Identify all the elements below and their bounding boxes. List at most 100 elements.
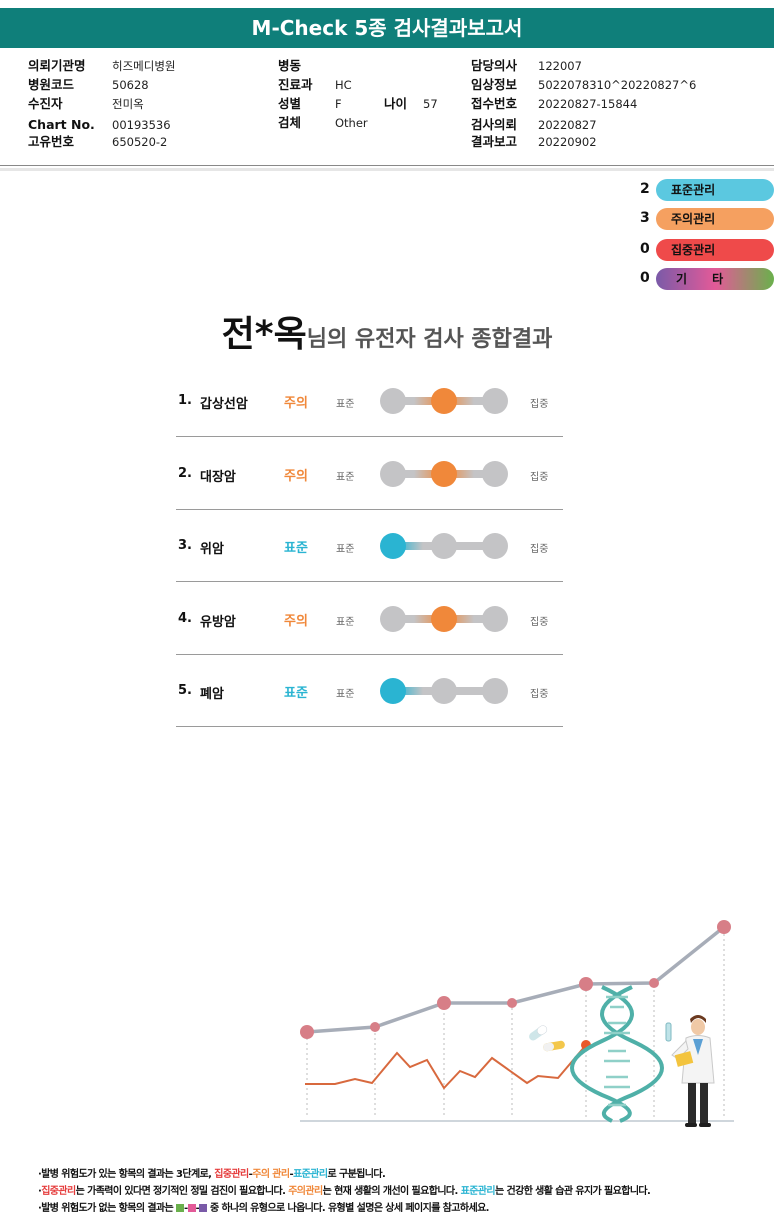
legend-focus-count: 0 — [640, 241, 650, 257]
result-status: 주의 — [284, 468, 308, 484]
info-value-report-date: 20220902 — [538, 135, 597, 149]
gauge-node — [431, 533, 457, 559]
info-label-hospital-code: 병원코드 — [28, 77, 75, 92]
info-value-hospital-code: 50628 — [112, 78, 149, 92]
chart-dna-doctor-illustration — [300, 920, 734, 1127]
result-status: 주의 — [284, 613, 308, 629]
gauge-node — [482, 605, 508, 632]
info-value-receipt-no: 20220827-15844 — [538, 97, 638, 111]
summary-title: 전*옥님의 유전자 검사 종합결과 — [0, 305, 774, 357]
footnote-text: 는 가족력이 있다면 정기적인 정밀 검진이 필요합니다. — [75, 1186, 289, 1197]
result-row: 1. 갑상선암 주의 표준 집중 — [176, 365, 563, 437]
risk-gauge — [380, 460, 508, 487]
risk-gauge — [380, 678, 508, 704]
info-label-report-date: 결과보고 — [471, 134, 518, 149]
gauge-node-active — [380, 533, 406, 559]
footnote-text: 는 현재 생활의 개선이 필요합니다. — [322, 1186, 461, 1197]
result-name: 대장암 — [200, 469, 236, 485]
footnote-focus-label: 집중관리 — [214, 1169, 249, 1180]
result-status: 표준 — [284, 686, 308, 701]
legend-focus-pill: 집중관리 — [656, 239, 774, 261]
info-value-request-date: 20220827 — [538, 118, 597, 132]
gauge-glow — [393, 687, 423, 695]
footnote-line-3: ·발병 위험도가 없는 항목의 결과는 -- 중 하나의 유형으로 나옵니다. … — [38, 1203, 489, 1214]
info-label-specimen: 검체 — [278, 115, 302, 130]
footnote-text: 로 구분됩니다. — [327, 1169, 386, 1180]
result-name: 갑상선암 — [200, 397, 248, 412]
info-label-department: 진료과 — [278, 77, 313, 92]
result-name: 유방암 — [200, 614, 236, 630]
info-label-patient: 수진자 — [28, 96, 63, 111]
result-number: 4. — [178, 610, 192, 626]
footnote-line-2: ·집중관리는 가족력이 있다면 정기적인 정밀 검진이 필요합니다. 주의관리는… — [38, 1183, 768, 1200]
info-label-institution: 의뢰기관명 — [28, 58, 86, 73]
footnotes: ·발병 위험도가 있는 항목의 결과는 3단계로, 집중관리-주의 관리-표준관… — [38, 1166, 768, 1217]
footnote-dash: - — [289, 1169, 294, 1180]
footnote-text: ·발병 위험도가 있는 항목의 결과는 3단계로, — [38, 1169, 215, 1180]
info-label-chart-no: Chart No. — [28, 117, 95, 132]
footnote-line-1: ·발병 위험도가 있는 항목의 결과는 3단계로, 집중관리-주의 관리-표준관… — [38, 1166, 768, 1183]
footnote-text: ·발병 위험도가 없는 항목의 결과는 — [38, 1203, 177, 1214]
gauge-node — [482, 388, 508, 414]
info-label-receipt-no: 접수번호 — [471, 96, 518, 111]
gauge-glow — [393, 542, 423, 550]
scale-low-label: 표준 — [336, 399, 355, 410]
legend-other-count: 0 — [640, 270, 650, 286]
footnote-text: 는 건강한 생활 습관 유지가 필요합니다. — [495, 1186, 651, 1197]
result-status: 주의 — [284, 396, 308, 411]
footnote-dash: - — [248, 1169, 253, 1180]
report-title: M-Check 5종 검사결과보고서 — [0, 8, 774, 48]
scale-high-label: 집중 — [530, 689, 549, 700]
info-value-department: HC — [335, 78, 352, 92]
info-value-sex: F — [335, 97, 342, 111]
scale-low-label: 표준 — [336, 471, 355, 483]
legend-other-pill: 기 타 — [656, 268, 774, 290]
info-label-ward: 병동 — [278, 58, 302, 73]
info-value-doctor: 122007 — [538, 59, 582, 73]
scale-high-label: 집중 — [530, 399, 549, 410]
footnote-text: 중 하나의 유형으로 나옵니다. 유형별 설명은 상세 페이지를 참고하세요. — [207, 1203, 489, 1214]
info-value-patient: 전미옥 — [112, 97, 144, 111]
result-name: 폐암 — [200, 687, 224, 702]
legend-standard-pill: 표준관리 — [656, 179, 774, 201]
purple-square-icon — [199, 1204, 208, 1212]
gauge-node-active — [380, 678, 406, 704]
info-value-institution: 히즈메디병원 — [112, 59, 176, 73]
footnote-standard-label: 표준관리 — [460, 1186, 496, 1197]
gauge-node — [380, 460, 406, 487]
summary-suffix: 님의 유전자 검사 종합결과 — [306, 327, 553, 352]
info-label-clinical: 임상정보 — [471, 77, 518, 92]
result-name: 위암 — [200, 542, 224, 557]
header-divider-shadow — [0, 168, 774, 171]
scale-high-label: 집중 — [530, 616, 549, 628]
header-divider — [0, 165, 774, 166]
gauge-node — [482, 533, 508, 559]
risk-gauge — [380, 605, 508, 632]
gauge-node — [431, 678, 457, 704]
result-number: 3. — [178, 538, 192, 553]
scale-low-label: 표준 — [336, 616, 355, 628]
scale-low-label: 표준 — [336, 689, 355, 700]
result-row: 3. 위암 표준 표준 집중 — [176, 510, 563, 582]
scale-high-label: 집중 — [530, 471, 549, 483]
info-label-request-date: 검사의뢰 — [471, 117, 518, 132]
result-row: 2. 대장암 주의 표준 집중 — [176, 438, 563, 510]
gauge-node — [482, 460, 508, 487]
footnote-focus-label: 집중관리 — [41, 1186, 76, 1197]
info-value-unique-no: 650520-2 — [112, 135, 168, 149]
legend-caution-count: 3 — [640, 210, 650, 226]
gauge-node-active — [431, 460, 457, 487]
result-number: 2. — [178, 465, 192, 481]
footnote-caution-label: 주의관리 — [288, 1186, 323, 1197]
scale-low-label: 표준 — [336, 544, 355, 555]
pink-square-icon — [187, 1204, 196, 1212]
info-label-sex: 성별 — [278, 96, 302, 111]
patient-masked-name: 전*옥 — [221, 314, 307, 355]
result-number: 1. — [178, 393, 192, 408]
info-label-doctor: 담당의사 — [471, 58, 518, 73]
info-value-chart-no: 00193536 — [112, 118, 171, 132]
risk-gauge — [380, 388, 508, 414]
scale-high-label: 집중 — [530, 544, 549, 555]
risk-gauge — [380, 533, 508, 559]
info-value-specimen: Other — [335, 116, 368, 130]
